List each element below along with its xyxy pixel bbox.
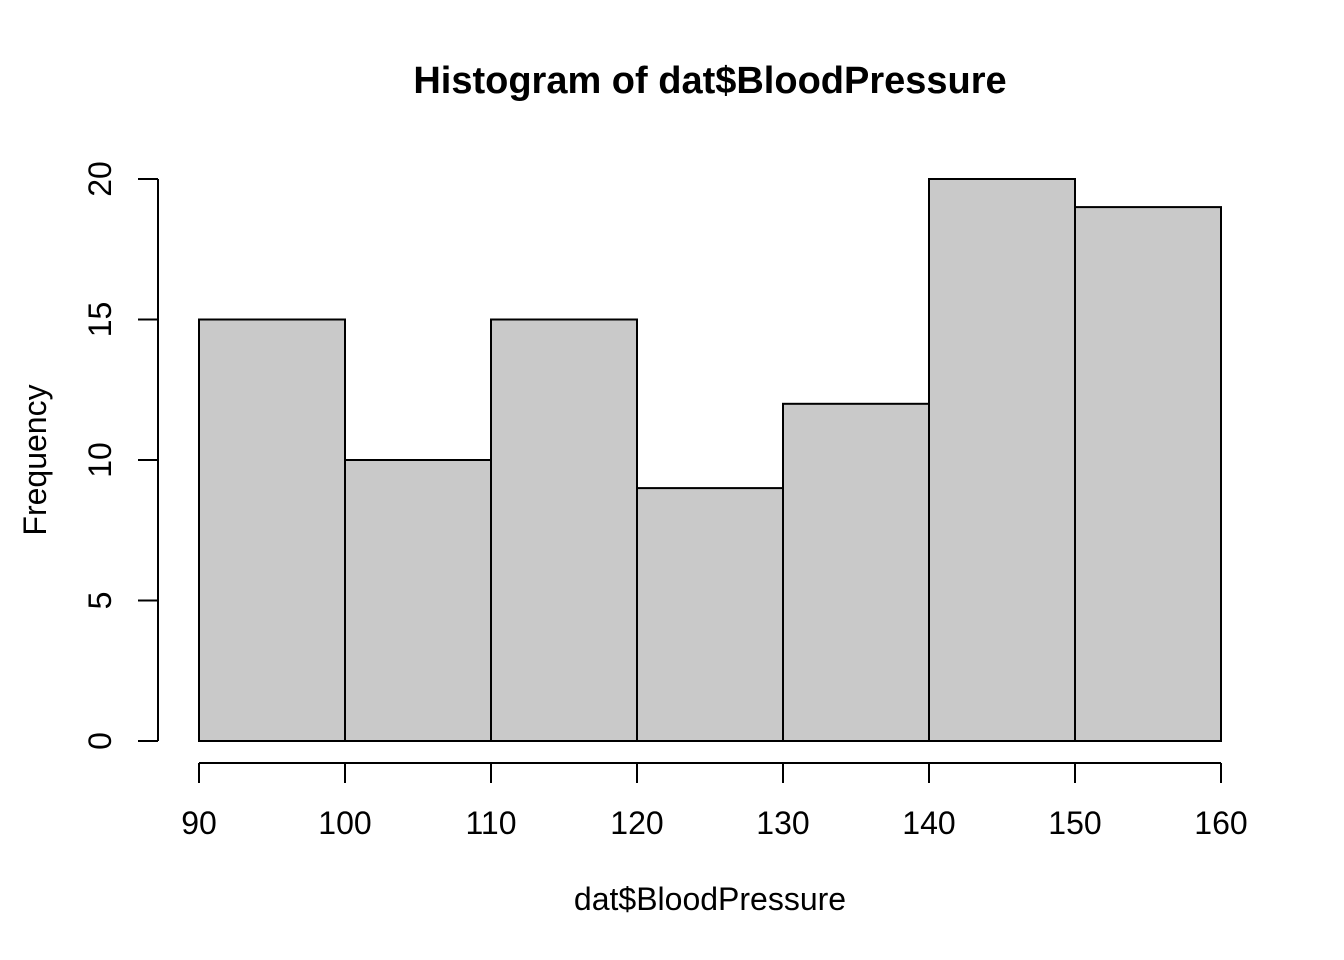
y-axis: 0 5 10 15 20 bbox=[82, 161, 159, 750]
histogram-bar bbox=[344, 459, 492, 742]
chart-title: Histogram of dat$BloodPressure bbox=[413, 60, 1006, 102]
histogram-bar bbox=[1074, 206, 1222, 743]
x-axis-tick-label: 160 bbox=[1194, 805, 1247, 841]
histogram-bar bbox=[490, 318, 638, 742]
y-axis-title: Frequency bbox=[17, 384, 53, 535]
histogram-bar bbox=[198, 318, 346, 742]
histogram-bar bbox=[928, 178, 1076, 742]
y-axis-tick-label: 20 bbox=[82, 161, 118, 197]
x-axis-tick-label: 100 bbox=[318, 805, 371, 841]
x-axis-title: dat$BloodPressure bbox=[574, 881, 846, 917]
y-axis-tick-label: 10 bbox=[82, 442, 118, 478]
x-axis-tick-label: 120 bbox=[610, 805, 663, 841]
x-axis-tick-label: 130 bbox=[756, 805, 809, 841]
x-axis-tick-label: 110 bbox=[465, 805, 516, 841]
x-axis-tick-label: 90 bbox=[181, 805, 217, 841]
y-axis-tick-label: 0 bbox=[82, 732, 118, 750]
x-axis-tick-label: 140 bbox=[902, 805, 955, 841]
y-axis-tick-label: 15 bbox=[82, 302, 118, 338]
histogram-bar bbox=[782, 402, 930, 742]
y-axis-tick-label: 5 bbox=[82, 592, 118, 610]
bars-group bbox=[198, 178, 1222, 743]
x-axis-tick-label: 150 bbox=[1048, 805, 1101, 841]
histogram-bar bbox=[636, 487, 784, 742]
x-axis: 90 100 110 120 130 140 150 160 bbox=[181, 762, 1248, 841]
